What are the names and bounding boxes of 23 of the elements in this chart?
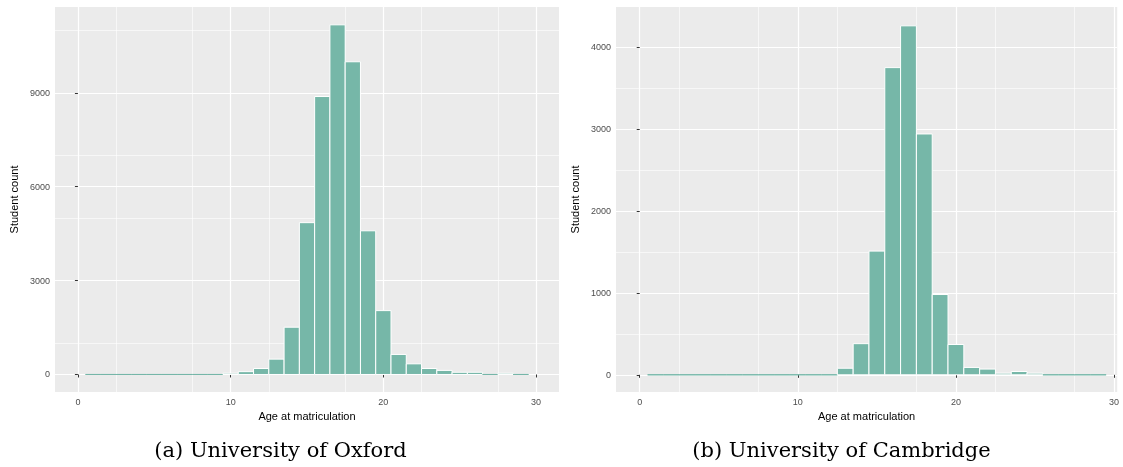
x-tick-label: 30 (1109, 396, 1120, 407)
y-tick-label: 6000 (29, 181, 50, 192)
x-tick-label: 0 (637, 396, 643, 407)
x-axis-title: Age at matriculation (258, 410, 356, 423)
y-tick-label: 3000 (590, 124, 611, 135)
y-axis-title: Student count (568, 165, 581, 234)
x-tick-label: 30 (531, 396, 542, 407)
y-tick-label: 1000 (590, 287, 611, 298)
text: (a) University of Oxford (154, 437, 407, 462)
y-tick-label: 0 (605, 369, 611, 380)
x-tick-label: 20 (378, 396, 389, 407)
y-tick-label: 2000 (590, 205, 611, 216)
y-tick-label: 9000 (29, 87, 50, 98)
x-axis-title: Age at matriculation (817, 410, 916, 423)
x-tick-label: 20 (950, 396, 961, 407)
y-tick-label: 3000 (29, 275, 50, 286)
y-tick-label: 4000 (590, 42, 611, 53)
text: (b) University of Cambridge (692, 437, 991, 462)
x-tick-label: 0 (75, 396, 81, 407)
x-tick-label: 10 (225, 396, 236, 407)
y-axis-title: Student count (7, 165, 20, 234)
x-tick-label: 10 (792, 396, 803, 407)
y-tick-label: 0 (44, 369, 50, 380)
